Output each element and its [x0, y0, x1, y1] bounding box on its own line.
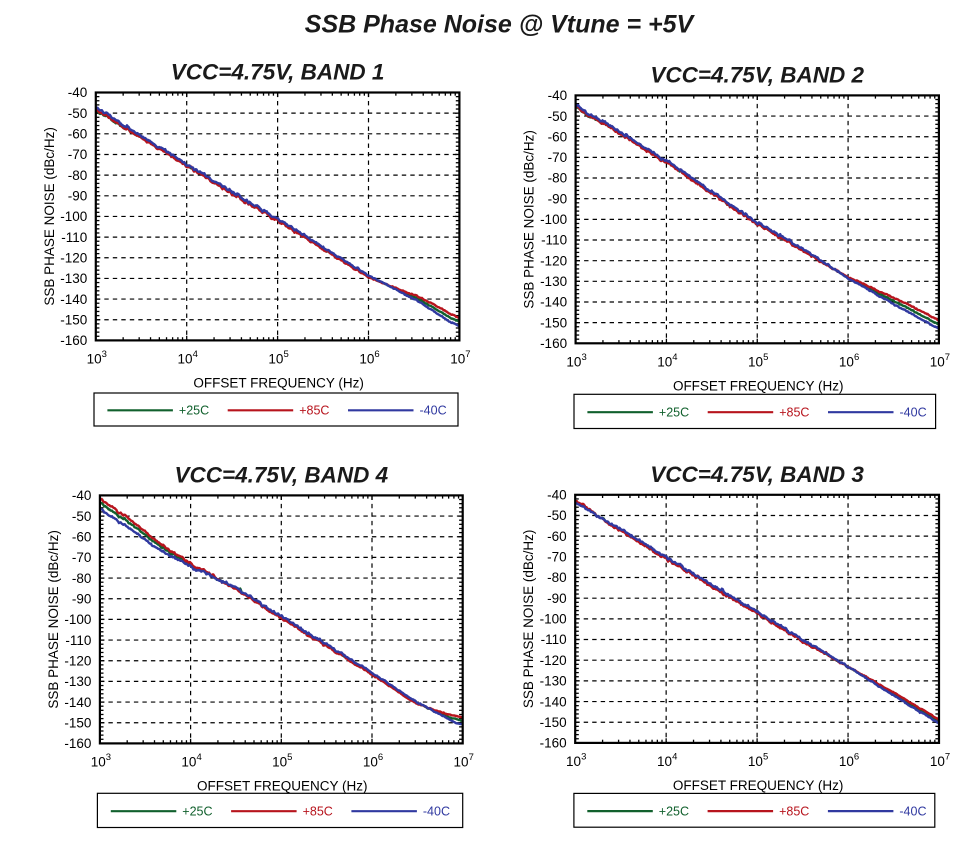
svg-text:-90: -90 [72, 591, 92, 606]
svg-text:SSB PHASE NOISE (dBc/Hz): SSB PHASE NOISE (dBc/Hz) [522, 130, 537, 309]
svg-text:104: 104 [657, 751, 677, 769]
svg-text:107: 107 [930, 352, 950, 370]
svg-text:VCC=4.75V, BAND 2: VCC=4.75V, BAND 2 [650, 62, 864, 87]
svg-text:-60: -60 [548, 129, 568, 144]
svg-text:-120: -120 [60, 250, 87, 265]
svg-text:-130: -130 [540, 674, 567, 689]
svg-text:-70: -70 [72, 550, 92, 565]
svg-text:104: 104 [178, 349, 198, 367]
svg-text:104: 104 [181, 752, 201, 770]
svg-text:-60: -60 [72, 529, 92, 544]
svg-text:-70: -70 [68, 147, 88, 162]
svg-text:SSB PHASE NOISE (dBc/Hz): SSB PHASE NOISE (dBc/Hz) [46, 530, 61, 709]
svg-text:107: 107 [450, 349, 470, 367]
svg-text:-40: -40 [547, 488, 567, 503]
svg-text:-130: -130 [60, 271, 87, 286]
svg-text:-80: -80 [68, 168, 88, 183]
svg-text:-50: -50 [68, 106, 88, 121]
svg-text:-130: -130 [540, 274, 567, 289]
svg-text:-120: -120 [540, 253, 567, 268]
svg-text:-40: -40 [72, 488, 92, 503]
svg-text:107: 107 [930, 751, 950, 769]
svg-text:+25C: +25C [659, 804, 689, 818]
svg-text:+85C: +85C [303, 805, 333, 819]
svg-text:-140: -140 [60, 292, 87, 307]
svg-text:-160: -160 [540, 336, 567, 351]
svg-text:-100: -100 [540, 212, 567, 227]
svg-text:-40: -40 [548, 88, 568, 103]
svg-text:OFFSET FREQUENCY (Hz): OFFSET FREQUENCY (Hz) [673, 778, 844, 793]
svg-text:SSB PHASE NOISE (dBc/Hz): SSB PHASE NOISE (dBc/Hz) [42, 127, 57, 306]
svg-text:105: 105 [748, 751, 768, 769]
svg-text:+85C: +85C [779, 804, 809, 818]
svg-text:-110: -110 [65, 633, 91, 648]
svg-text:105: 105 [272, 752, 292, 770]
svg-text:+25C: +25C [659, 406, 689, 420]
svg-text:104: 104 [657, 352, 677, 370]
svg-text:SSB PHASE NOISE (dBc/Hz): SSB PHASE NOISE (dBc/Hz) [521, 530, 536, 709]
svg-text:-90: -90 [68, 188, 88, 203]
svg-text:-80: -80 [72, 571, 92, 586]
svg-text:-130: -130 [64, 674, 91, 689]
svg-text:OFFSET FREQUENCY (Hz): OFFSET FREQUENCY (Hz) [193, 375, 364, 390]
svg-text:+85C: +85C [299, 404, 329, 418]
svg-text:105: 105 [748, 352, 768, 370]
svg-text:105: 105 [268, 349, 288, 367]
svg-text:-110: -110 [61, 230, 87, 245]
svg-text:-50: -50 [548, 109, 568, 124]
svg-text:-110: -110 [541, 632, 567, 647]
svg-text:-100: -100 [60, 209, 87, 224]
svg-text:+25C: +25C [182, 805, 212, 819]
svg-text:-40C: -40C [420, 404, 447, 418]
svg-text:VCC=4.75V, BAND 1: VCC=4.75V, BAND 1 [171, 60, 385, 85]
svg-text:-60: -60 [547, 529, 567, 544]
svg-text:-120: -120 [64, 653, 91, 668]
svg-text:106: 106 [839, 751, 859, 769]
svg-text:OFFSET FREQUENCY (Hz): OFFSET FREQUENCY (Hz) [673, 378, 844, 393]
svg-text:103: 103 [566, 751, 586, 769]
svg-text:SSB Phase Noise @ Vtune = +5V: SSB Phase Noise @ Vtune = +5V [305, 11, 696, 39]
svg-text:103: 103 [566, 352, 586, 370]
svg-text:-160: -160 [60, 333, 87, 348]
svg-text:-150: -150 [540, 715, 567, 730]
svg-text:OFFSET FREQUENCY (Hz): OFFSET FREQUENCY (Hz) [197, 778, 368, 793]
svg-text:-160: -160 [64, 736, 91, 751]
svg-text:-100: -100 [540, 612, 567, 627]
svg-text:106: 106 [359, 349, 379, 367]
svg-text:-40C: -40C [423, 805, 450, 819]
svg-text:-140: -140 [540, 295, 567, 310]
svg-text:103: 103 [87, 349, 107, 367]
svg-text:103: 103 [91, 752, 111, 770]
svg-text:-40: -40 [68, 85, 88, 100]
svg-text:-90: -90 [548, 191, 568, 206]
svg-text:107: 107 [454, 752, 474, 770]
svg-text:-40C: -40C [900, 406, 927, 420]
svg-text:-150: -150 [64, 715, 91, 730]
svg-text:VCC=4.75V, BAND 4: VCC=4.75V, BAND 4 [174, 462, 388, 487]
svg-text:-150: -150 [540, 315, 567, 330]
svg-text:-50: -50 [547, 508, 567, 523]
svg-text:VCC=4.75V, BAND 3: VCC=4.75V, BAND 3 [650, 462, 864, 487]
svg-text:-80: -80 [548, 171, 568, 186]
svg-text:+25C: +25C [179, 404, 209, 418]
svg-text:106: 106 [363, 752, 383, 770]
svg-text:-90: -90 [547, 591, 567, 606]
svg-text:-60: -60 [68, 127, 88, 142]
svg-text:-110: -110 [541, 233, 567, 248]
svg-text:-120: -120 [540, 653, 567, 668]
svg-text:-140: -140 [64, 695, 91, 710]
svg-text:-70: -70 [547, 550, 567, 565]
svg-text:-70: -70 [548, 150, 568, 165]
svg-text:-40C: -40C [899, 804, 926, 818]
svg-text:-150: -150 [60, 312, 87, 327]
svg-text:-50: -50 [72, 509, 92, 524]
svg-text:+85C: +85C [779, 406, 809, 420]
svg-text:-140: -140 [540, 694, 567, 709]
svg-text:-160: -160 [540, 736, 567, 751]
svg-text:106: 106 [839, 352, 859, 370]
svg-text:-80: -80 [547, 570, 567, 585]
svg-text:-100: -100 [64, 612, 91, 627]
